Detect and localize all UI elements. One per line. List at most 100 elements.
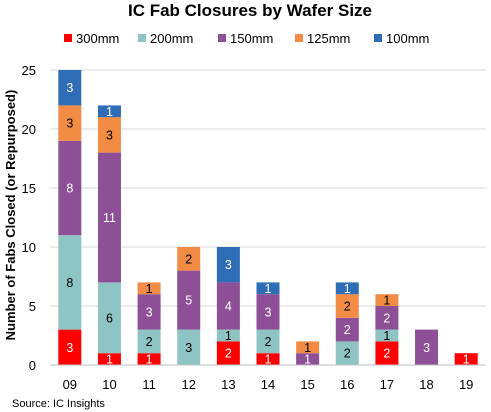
x-axis-ticks: 09 10 11 12 13 14 15 16 17 18 19 <box>63 377 474 392</box>
bar-segment-200mm-13 <box>216 329 240 342</box>
data-label: 5 <box>185 294 192 308</box>
x-tick-label: 16 <box>340 377 354 392</box>
legend-swatch <box>374 34 382 42</box>
data-label: 1 <box>265 353 272 367</box>
bar-segment-300mm-10 <box>97 353 121 365</box>
bar-segment-200mm-14 <box>256 329 280 354</box>
data-label: 2 <box>146 335 153 349</box>
bar-segment-125mm-12 <box>177 247 201 271</box>
legend-swatch <box>218 34 226 42</box>
legend: 300mm 200mm 150mm 125mm 100mm <box>64 31 429 46</box>
legend-swatch <box>138 34 146 42</box>
x-tick-label: 18 <box>419 377 433 392</box>
x-tick-label: 14 <box>261 377 275 392</box>
bar-segment-100mm-09 <box>58 70 82 106</box>
x-tick-label: 15 <box>300 377 314 392</box>
bar-segment-125mm-10 <box>97 117 121 153</box>
bar-segment-100mm-13 <box>216 247 240 283</box>
data-label: 3 <box>185 341 192 355</box>
x-tick-label: 11 <box>142 377 156 392</box>
bar-segment-300mm-09 <box>58 329 82 365</box>
data-label: 2 <box>185 252 192 266</box>
data-label: 4 <box>225 300 232 314</box>
x-tick-label: 09 <box>63 377 77 392</box>
data-label: 2 <box>344 323 351 337</box>
data-label: 1 <box>225 329 232 343</box>
bar-segment-150mm-17 <box>375 306 399 330</box>
data-label: 1 <box>383 294 390 308</box>
data-label: 1 <box>463 353 470 367</box>
bar-segment-125mm-17 <box>375 294 399 306</box>
y-tick-label: 5 <box>29 299 36 314</box>
data-label: 2 <box>344 347 351 361</box>
x-tick-label: 12 <box>181 377 195 392</box>
data-label: 1 <box>146 353 153 367</box>
data-label: 3 <box>106 128 113 142</box>
data-label: 6 <box>106 311 113 325</box>
data-label: 3 <box>66 341 73 355</box>
legend-swatch <box>295 34 303 42</box>
bar-segment-200mm-10 <box>97 282 121 354</box>
data-label: 1 <box>304 341 311 355</box>
bar-segment-150mm-15 <box>296 353 320 365</box>
y-tick-label: 20 <box>22 122 36 137</box>
data-label: 3 <box>225 258 232 272</box>
data-label: 1 <box>106 353 113 367</box>
bar-segment-200mm-12 <box>177 329 201 365</box>
bar-segment-125mm-09 <box>58 105 82 141</box>
gridlines <box>50 69 486 307</box>
data-label: 1 <box>265 282 272 296</box>
data-label: 2 <box>383 311 390 325</box>
bar-segment-150mm-16 <box>335 317 359 342</box>
bar-segment-200mm-09 <box>58 235 82 330</box>
bar-segment-150mm-11 <box>137 294 161 330</box>
y-tick-label: 15 <box>22 181 36 196</box>
x-tick-label: 10 <box>102 377 116 392</box>
bar-segment-150mm-10 <box>97 152 121 283</box>
data-label: 1 <box>146 282 153 296</box>
y-tick-label: 25 <box>22 63 36 78</box>
bar-segment-100mm-16 <box>335 282 359 295</box>
legend-swatch <box>64 34 72 42</box>
data-label: 8 <box>66 182 73 196</box>
x-tick-label: 17 <box>380 377 394 392</box>
legend-label: 200mm <box>150 31 193 46</box>
data-label: 3 <box>66 117 73 131</box>
bar-segment-200mm-17 <box>375 329 399 342</box>
bar-segment-125mm-16 <box>335 294 359 318</box>
y-tick-label: 10 <box>22 240 36 255</box>
y-axis-label: Number of Fabs Closed (or Repurposed) <box>3 90 18 341</box>
bar-segment-100mm-10 <box>97 105 121 118</box>
data-label: 3 <box>146 305 153 319</box>
bar-segment-300mm-14 <box>256 353 280 365</box>
x-tick-label: 13 <box>221 377 235 392</box>
legend-label: 125mm <box>307 31 350 46</box>
bar-segment-150mm-09 <box>58 140 82 236</box>
data-label: 3 <box>265 305 272 319</box>
legend-label: 150mm <box>230 31 273 46</box>
legend-label: 300mm <box>76 31 119 46</box>
bar-segment-100mm-14 <box>256 282 280 295</box>
bar-segment-150mm-12 <box>177 270 201 330</box>
source-note: Source: IC Insights <box>12 398 105 410</box>
data-label: 1 <box>304 353 311 367</box>
legend-label: 100mm <box>386 31 429 46</box>
bar-segment-200mm-16 <box>335 341 359 365</box>
x-tick-label: 19 <box>459 377 473 392</box>
data-label: 2 <box>344 300 351 314</box>
bar-segment-125mm-15 <box>296 341 320 354</box>
bar-segment-300mm-17 <box>375 341 399 365</box>
bar-segment-300mm-19 <box>454 353 478 365</box>
bar-segment-150mm-18 <box>415 329 439 365</box>
chart-title: IC Fab Closures by Wafer Size <box>128 1 372 20</box>
y-tick-label: 0 <box>29 358 36 373</box>
y-axis-ticks: 0 5 10 15 20 25 <box>22 63 36 373</box>
data-label: 2 <box>383 347 390 361</box>
data-label: 1 <box>344 282 351 296</box>
data-label: 3 <box>423 341 430 355</box>
data-label: 2 <box>265 335 272 349</box>
data-label: 1 <box>106 105 113 119</box>
bar-segment-300mm-13 <box>216 341 240 365</box>
